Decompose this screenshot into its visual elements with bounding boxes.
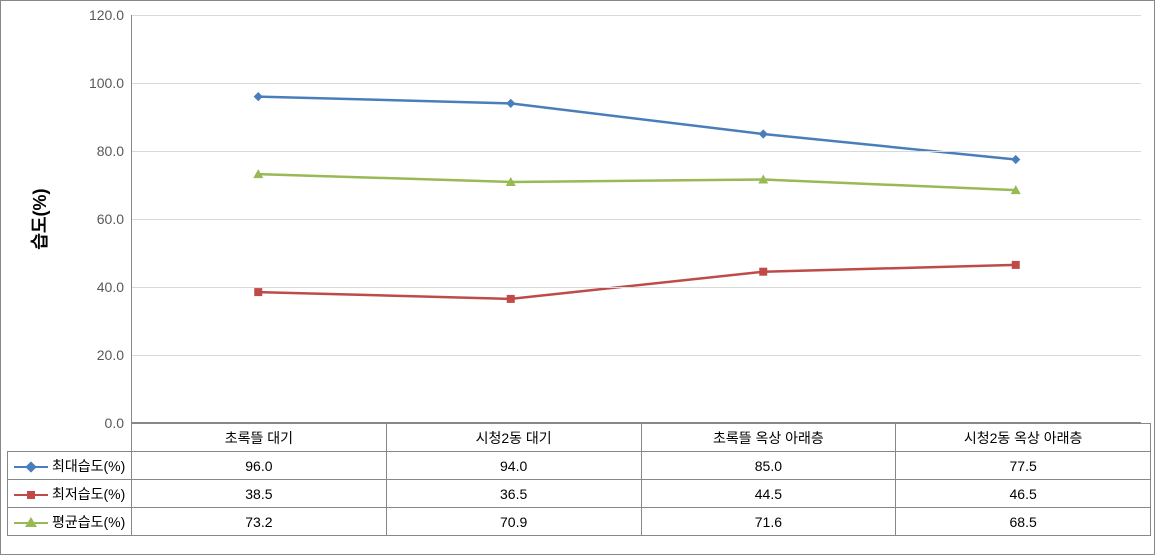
series-marker — [507, 295, 515, 303]
y-axis-title: 습도(%) — [26, 188, 52, 249]
legend-label: 최저습도(%) — [52, 486, 125, 502]
series-marker — [254, 288, 262, 296]
legend-cell: 평균습도(%) — [8, 508, 132, 536]
table-value-cell: 71.6 — [641, 508, 896, 536]
y-tick-label: 100.0 — [89, 75, 132, 91]
chart-data-table: 초록뜰 대기시청2동 대기초록뜰 옥상 아래층시청2동 옥상 아래층최대습도(%… — [7, 423, 1151, 536]
grid-line — [132, 287, 1141, 288]
table-row: 평균습도(%) 73.270.971.668.5 — [8, 508, 1151, 536]
series-marker — [759, 129, 768, 138]
table-row: 최대습도(%) 96.094.085.077.5 — [8, 452, 1151, 480]
table-row: 최저습도(%) 38.536.544.546.5 — [8, 480, 1151, 508]
series-line — [258, 174, 1016, 190]
square-marker-icon — [27, 491, 35, 499]
table-category-header: 초록뜰 옥상 아래층 — [641, 424, 896, 452]
series-marker — [1012, 261, 1020, 269]
table-value-cell: 73.2 — [132, 508, 387, 536]
table-corner-cell — [8, 424, 132, 452]
legend-label: 최대습도(%) — [52, 458, 125, 474]
table-value-cell: 38.5 — [132, 480, 387, 508]
table-category-header: 시청2동 옥상 아래층 — [896, 424, 1151, 452]
chart-container: 0.020.040.060.080.0100.0120.0 습도(%) 초록뜰 … — [0, 0, 1155, 555]
grid-line — [132, 219, 1141, 220]
grid-line — [132, 15, 1141, 16]
grid-line — [132, 355, 1141, 356]
y-tick-label: 20.0 — [97, 347, 132, 363]
table-value-cell: 36.5 — [386, 480, 641, 508]
table-value-cell: 96.0 — [132, 452, 387, 480]
legend-swatch — [14, 488, 48, 502]
diamond-marker-icon — [25, 461, 36, 472]
series-marker — [1011, 155, 1020, 164]
table-value-cell: 77.5 — [896, 452, 1151, 480]
grid-line — [132, 151, 1141, 152]
plot-area: 0.020.040.060.080.0100.0120.0 — [131, 15, 1141, 423]
legend-cell: 최대습도(%) — [8, 452, 132, 480]
table-value-cell: 94.0 — [386, 452, 641, 480]
legend-label: 평균습도(%) — [52, 514, 125, 530]
y-tick-label: 80.0 — [97, 143, 132, 159]
table-category-header: 시청2동 대기 — [386, 424, 641, 452]
y-tick-label: 120.0 — [89, 7, 132, 23]
table-value-cell: 68.5 — [896, 508, 1151, 536]
table-value-cell: 70.9 — [386, 508, 641, 536]
series-marker — [254, 92, 263, 101]
table-value-cell: 44.5 — [641, 480, 896, 508]
series-marker — [506, 99, 515, 108]
series-marker — [759, 268, 767, 276]
grid-line — [132, 83, 1141, 84]
legend-swatch — [14, 460, 48, 474]
y-tick-label: 60.0 — [97, 211, 132, 227]
legend-cell: 최저습도(%) — [8, 480, 132, 508]
series-line — [258, 265, 1016, 299]
triangle-marker-icon — [25, 517, 37, 527]
table-category-header: 초록뜰 대기 — [132, 424, 387, 452]
legend-swatch — [14, 516, 48, 530]
table-value-cell: 46.5 — [896, 480, 1151, 508]
y-tick-label: 40.0 — [97, 279, 132, 295]
table-value-cell: 85.0 — [641, 452, 896, 480]
